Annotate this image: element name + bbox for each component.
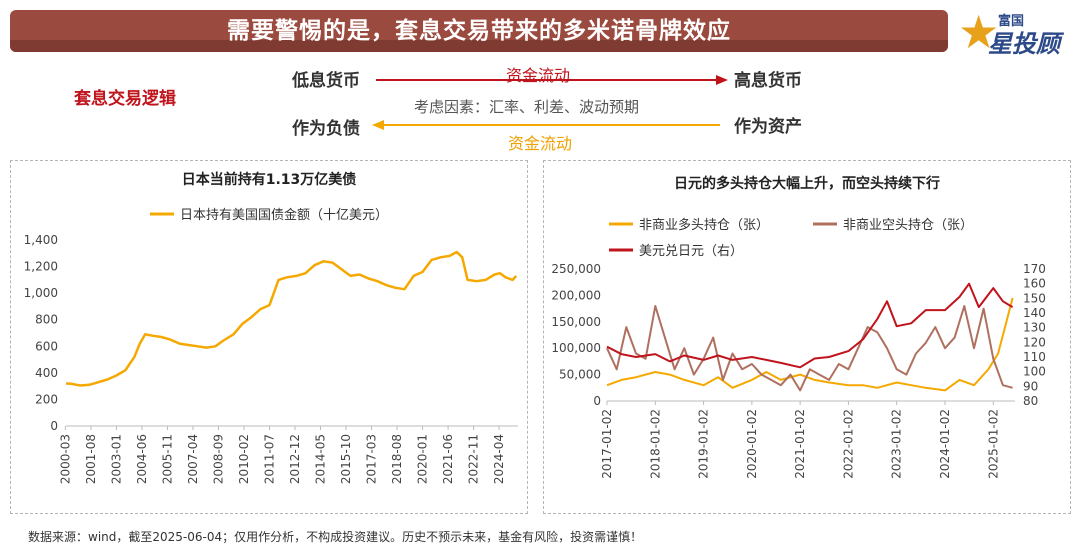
chart1-x-tick-label: 2000-03: [58, 434, 72, 484]
chart1-x-tick-label: 2005-11: [160, 434, 174, 484]
carry-trade-logic-label: 套息交易逻辑: [74, 89, 176, 109]
flow-arrows: [372, 75, 728, 130]
considerations-text: 考虑因素：汇率、利差、波动预期: [414, 98, 640, 116]
chart2-y2-tick-label: 170: [1023, 262, 1046, 276]
chart1-x-tick-label: 2001-08: [84, 434, 98, 484]
chart2-y-tick-label: 200,000: [551, 288, 601, 302]
chart2-series-line-2: [606, 305, 1013, 392]
logo-small-text: 富国: [998, 14, 1025, 29]
chart1-x-tick-label: 2018-08: [390, 434, 404, 484]
chart1-x-tick-label: 2004-06: [135, 434, 149, 484]
chart2-y2-tick-label: 160: [1023, 277, 1046, 291]
chart2-y2-tick-label: 110: [1023, 350, 1046, 364]
chart2-y-tick-label: 0: [593, 394, 601, 408]
chart1-x-tick-label: 2010-02: [237, 434, 251, 484]
chart1-y-tick-label: 600: [35, 339, 58, 353]
chart1-x-tick-label: 2003-01: [109, 434, 123, 484]
chart2-series-line-3: [606, 282, 1014, 369]
chart1-x-tick-label: 2014-05: [314, 434, 328, 484]
chart2-y-tick-label: 250,000: [551, 262, 601, 276]
chart2-x-tick-label: 2025-01-02: [986, 409, 1000, 479]
footer-disclaimer: 数据来源：wind，截至2025-06-04；仅用作分析，不构成投资建议。历史不…: [28, 530, 643, 544]
arrow-right-head: [716, 75, 728, 85]
chart1-y-tick-label: 400: [35, 366, 58, 380]
page-title: 需要警惕的是，套息交易带来的多米诺骨牌效应: [227, 18, 731, 44]
chart2-y-tick-label: 150,000: [551, 315, 601, 329]
chart2-y-tick-label: 50,000: [559, 368, 601, 382]
chart2-y2-tick-label: 100: [1023, 365, 1046, 379]
logo-big-text: 星投顾: [988, 30, 1060, 58]
arrow-left-head: [372, 120, 384, 130]
as-liability: 作为负债: [292, 119, 360, 139]
as-asset: 作为资产: [734, 117, 802, 137]
chart1-y-tick-label: 800: [35, 313, 58, 327]
chart2-x-tick-label: 2022-01-02: [841, 409, 855, 479]
chart1-x-tick-label: 2022-11: [467, 434, 481, 484]
chart1-x-tick-label: 2024-04: [492, 434, 506, 484]
chart2-y2-tick-label: 150: [1023, 291, 1046, 305]
brand-logo: ★ 富国 星投顾: [958, 6, 1076, 58]
chart1-y-tick-label: 1,400: [24, 233, 58, 247]
chart2-x-tick-label: 2017-01-02: [600, 409, 614, 479]
chart2-x-tick-label: 2021-01-02: [793, 409, 807, 479]
chart1-y-tick-label: 200: [35, 392, 58, 406]
chart1-x-tick-label: 2007-04: [186, 434, 200, 484]
chart2-legend-label: 非商业多头持仓（张）: [639, 217, 769, 233]
chart1-y-tick-label: 1,000: [24, 286, 58, 300]
chart1-x-tick-label: 2021-06: [441, 434, 455, 484]
chart2-x-tick-label: 2024-01-02: [938, 409, 952, 479]
chart2-x-tick-label: 2019-01-02: [697, 409, 711, 479]
chart1-x-tick-label: 2015-10: [339, 434, 353, 484]
chart1-x-tick-label: 2008-09: [211, 434, 225, 484]
chart1-legend-label: 日本持有美国国债金额（十亿美元）: [180, 207, 388, 223]
chart2-x-tick-label: 2018-01-02: [648, 409, 662, 479]
chart1-x-tick-label: 2017-03: [365, 434, 379, 484]
chart2-title: 日元的多头持仓大幅上升，而空头持续下行: [674, 175, 940, 192]
capital-flow-bottom: 资金流动: [508, 134, 573, 153]
chart2-y2-tick-label: 80: [1023, 394, 1038, 408]
star-icon: ★: [958, 5, 1000, 59]
chart2-y2-tick-label: 140: [1023, 306, 1046, 320]
chart2-series-line-1: [606, 297, 1014, 392]
chart-panel-left: [10, 160, 528, 514]
chart2-y2-tick-label: 90: [1023, 379, 1038, 393]
chart2-x-tick-label: 2023-01-02: [890, 409, 904, 479]
chart1-title: 日本当前持有1.13万亿美债: [182, 171, 357, 188]
chart2-y-tick-label: 100,000: [551, 341, 601, 355]
chart1-series-line: [65, 250, 518, 387]
chart2-y2-tick-label: 120: [1023, 335, 1046, 349]
high-rate-currency: 高息货币: [734, 71, 802, 91]
low-rate-currency: 低息货币: [292, 71, 360, 91]
title-banner-shade: [10, 40, 948, 52]
chart2-y2-tick-label: 130: [1023, 321, 1046, 335]
chart2-x-tick-label: 2020-01-02: [745, 409, 759, 479]
chart2-legend-label: 非商业空头持仓（张）: [843, 218, 973, 233]
chart-panel-right: [543, 160, 1071, 514]
chart1-x-tick-label: 2020-01: [416, 434, 430, 484]
chart1-x-tick-label: 2012-12: [288, 434, 302, 484]
chart1-y-tick-label: 0: [50, 419, 58, 433]
chart1-y-tick-label: 1,200: [24, 260, 58, 274]
chart2-legend-label: 美元兑日元（右）: [639, 244, 743, 259]
chart1-x-tick-label: 2011-07: [262, 434, 276, 484]
